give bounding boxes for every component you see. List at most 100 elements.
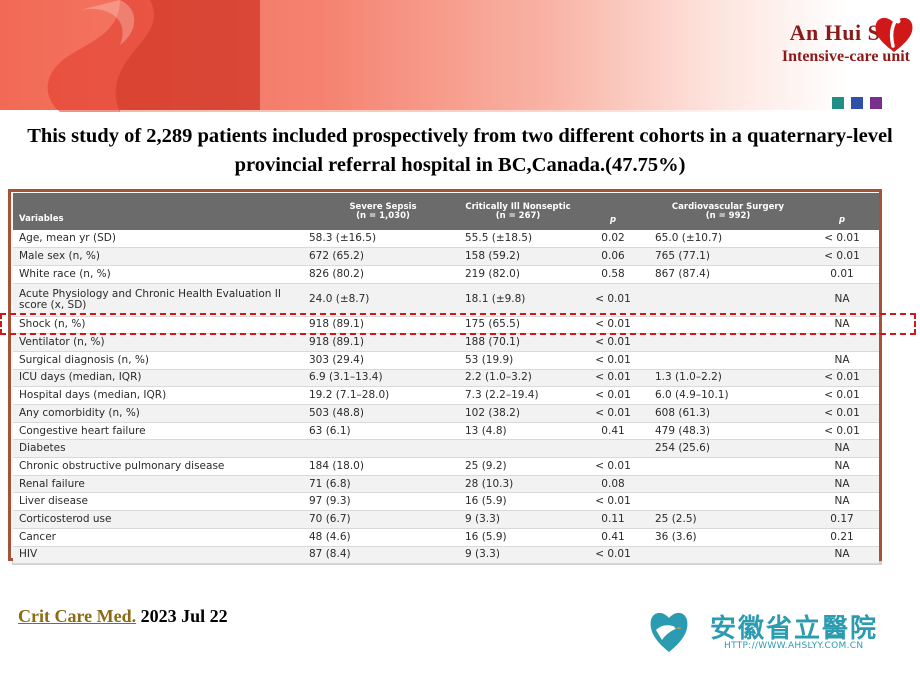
table-row: Ventilator (n, %) 918 (89.1) 188 (70.1) < 0… — [13, 333, 879, 352]
cell-variable: Chronic obstructive pulmonary disease — [13, 457, 305, 476]
cell-p1: < 0.01 — [575, 546, 651, 565]
cell-critical: 9 (3.3) — [461, 546, 575, 565]
table-row: Acute Physiology and Chronic Health Eval… — [13, 283, 879, 317]
cell-critical: 55.5 (±18.5) — [461, 230, 575, 249]
cell-p2: 0.17 — [805, 510, 879, 529]
heart-logo-icon — [875, 17, 913, 52]
table-row: Surgical diagnosis (n, %) 303 (29.4) 53 (1… — [13, 351, 879, 370]
cell-cardio — [651, 333, 805, 352]
table-row: Any comorbidity (n, %) 503 (48.8) 102 (38.… — [13, 404, 879, 423]
cell-p2: < 0.01 — [805, 386, 879, 405]
brand-subtitle: Intensive-care unit — [781, 48, 910, 65]
cell-sepsis: 58.3 (±16.5) — [305, 230, 461, 249]
cell-p2: NA — [805, 546, 879, 565]
table-row: Liver disease 97 (9.3) 16 (5.9) < 0.01 NA — [13, 492, 879, 512]
cell-cardio: 254 (25.6) — [651, 439, 805, 459]
cell-cardio: 25 (2.5) — [651, 510, 805, 529]
cell-p2: NA — [805, 492, 879, 512]
table-row: White race (n, %) 826 (80.2) 219 (82.0) 0.5… — [13, 265, 879, 284]
patient-characteristics-table: Variables Severe Sepsis (n = 1,030) Criti… — [13, 193, 879, 565]
citation-date: 2023 Jul 22 — [136, 606, 228, 626]
cell-critical: 9 (3.3) — [461, 510, 575, 529]
cell-variable: Acute Physiology and Chronic Health Eval… — [13, 283, 305, 317]
cell-sepsis: 503 (48.8) — [305, 404, 461, 423]
cell-cardio — [651, 546, 805, 565]
header-severe-sepsis: Severe Sepsis (n = 1,030) — [305, 193, 461, 230]
cell-variable: ICU days (median, IQR) — [13, 369, 305, 388]
cell-cardio — [651, 283, 805, 317]
cell-p2: NA — [805, 475, 879, 494]
header-cardio-label: Cardiovascular Surgery — [671, 201, 785, 212]
cell-cardio — [651, 475, 805, 494]
table-row: Renal failure 71 (6.8) 28 (10.3) 0.08 NA — [13, 475, 879, 494]
flame-swoosh-graphic — [47, 0, 260, 112]
table-body: Age, mean yr (SD) 58.3 (±16.5) 55.5 (±18.5… — [13, 230, 879, 565]
cell-sepsis: 97 (9.3) — [305, 492, 461, 512]
cell-sepsis: 71 (6.8) — [305, 475, 461, 494]
accent-square — [851, 97, 863, 109]
cell-p1: < 0.01 — [575, 404, 651, 423]
cell-p2: < 0.01 — [805, 369, 879, 388]
table-row: Hospital days (median, IQR) 19.2 (7.1–28.… — [13, 386, 879, 405]
cell-sepsis — [305, 439, 461, 459]
cell-variable: Diabetes — [13, 439, 305, 459]
cell-cardio — [651, 316, 805, 335]
cell-critical: 175 (65.5) — [461, 316, 575, 335]
cell-variable: HIV — [13, 546, 305, 565]
hospital-name: 安徽省立醫院 — [710, 614, 879, 644]
cell-p2: < 0.01 — [805, 247, 879, 266]
cell-p2: < 0.01 — [805, 422, 879, 441]
cell-cardio: 6.0 (4.9–10.1) — [651, 386, 805, 405]
cell-p1: < 0.01 — [575, 316, 651, 335]
journal-link[interactable]: Crit Care Med. — [18, 606, 137, 626]
header-cardio-n: (n = 992) — [705, 210, 751, 221]
accent-square — [870, 97, 882, 109]
cell-cardio: 1.3 (1.0–2.2) — [651, 369, 805, 388]
cell-critical: 13 (4.8) — [461, 422, 575, 441]
table-row: Cancer 48 (4.6) 16 (5.9) 0.41 36 (3.6) 0.21 — [13, 528, 879, 547]
cell-p2: NA — [805, 351, 879, 370]
cell-p1: 0.41 — [575, 422, 651, 441]
cell-critical: 188 (70.1) — [461, 333, 575, 352]
cell-variable: Cancer — [13, 528, 305, 547]
table-row: ICU days (median, IQR) 6.9 (3.1–13.4) 2.2 … — [13, 369, 879, 388]
cell-critical: 2.2 (1.0–3.2) — [461, 369, 575, 388]
cell-p2: < 0.01 — [805, 404, 879, 423]
cell-variable: Renal failure — [13, 475, 305, 494]
cell-cardio — [651, 351, 805, 370]
cell-p2: NA — [805, 283, 879, 317]
cell-p1: 0.11 — [575, 510, 651, 529]
cell-sepsis: 6.9 (3.1–13.4) — [305, 369, 461, 388]
header-sepsis-n: (n = 1,030) — [356, 210, 410, 221]
table-row: Male sex (n, %) 672 (65.2) 158 (59.2) 0.06 7… — [13, 247, 879, 266]
cell-cardio: 65.0 (±10.7) — [651, 230, 805, 249]
cell-sepsis: 918 (89.1) — [305, 316, 461, 335]
cell-p1: < 0.01 — [575, 351, 651, 370]
cell-critical: 18.1 (±9.8) — [461, 283, 575, 317]
header-p-value-1: p — [609, 215, 617, 225]
cell-cardio: 765 (77.1) — [651, 247, 805, 266]
cell-sepsis: 87 (8.4) — [305, 546, 461, 565]
cell-critical: 28 (10.3) — [461, 475, 575, 494]
cell-variable: Ventilator (n, %) — [13, 333, 305, 352]
cell-cardio — [651, 492, 805, 512]
citation: Crit Care Med. 2023 Jul 22 — [18, 606, 228, 627]
cell-critical: 7.3 (2.2–19.4) — [461, 386, 575, 405]
cell-variable: Male sex (n, %) — [13, 247, 305, 266]
cell-p2: NA — [805, 457, 879, 476]
header-critical-label: Critically Ill Nonseptic — [465, 201, 571, 212]
cell-p2: NA — [805, 316, 879, 335]
header-divider — [120, 110, 780, 112]
cell-variable: Corticosterod use — [13, 510, 305, 529]
cell-p1: < 0.01 — [575, 492, 651, 512]
accent-squares — [832, 96, 889, 114]
cell-p1: < 0.01 — [575, 386, 651, 405]
cell-p1: 0.02 — [575, 230, 651, 249]
cell-variable: White race (n, %) — [13, 265, 305, 284]
cell-critical: 53 (19.9) — [461, 351, 575, 370]
hospital-bird-logo-icon — [650, 612, 688, 652]
cell-critical: 219 (82.0) — [461, 265, 575, 284]
cell-p2: 0.21 — [805, 528, 879, 547]
header-variables: Variables — [19, 214, 64, 224]
cell-p1: < 0.01 — [575, 333, 651, 352]
